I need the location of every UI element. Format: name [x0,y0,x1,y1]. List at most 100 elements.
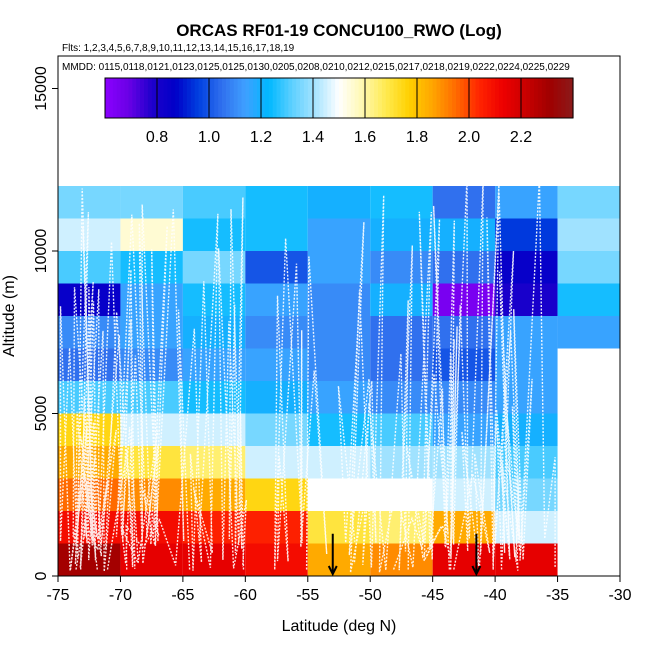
colorbar-tick-label: 2.0 [458,129,480,146]
heatmap-cell [307,251,371,284]
colorbar-swatch [405,78,410,118]
y-axis-label: Altitude (m) [1,275,18,357]
heatmap-cell [370,218,433,251]
flight-track [492,331,521,571]
x-axis-label: Latitude (deg N) [282,618,397,635]
colorbar-swatch [487,78,492,118]
heatmap-cell [370,186,433,219]
colorbar-swatch [479,78,484,118]
colorbar-swatch [183,78,188,118]
colorbar-swatch [296,78,301,118]
colorbar-swatch [132,78,137,118]
colorbar-swatch [167,78,172,118]
x-tick-label: -35 [546,587,569,604]
flight-track [348,195,433,573]
heatmap-cell [557,186,620,219]
colorbar-tick-label: 0.8 [146,129,168,146]
heatmap-cell [245,283,308,316]
colorbar-swatch [483,78,488,118]
flight-tracks [59,178,556,573]
colorbar-swatch [522,78,527,118]
flight-track [125,213,219,571]
colorbar-swatch [300,78,305,118]
colorbar-swatch [506,78,512,118]
colorbar-swatch [319,78,324,118]
heatmap-cell [182,251,246,284]
y-tick-label: 0 [33,571,50,580]
colorbar-swatch [440,78,445,118]
colorbar-swatch [303,78,309,118]
colorbar-swatch [463,78,469,118]
y-tick-label: 15000 [33,66,50,111]
y-tick-label: 10000 [33,229,50,274]
colorbar-swatch [553,78,558,118]
colorbar-swatch [498,78,504,118]
heatmap-cell [182,218,246,251]
heatmap-cell [370,316,433,349]
heatmap-cell [307,218,371,251]
heatmap-cell [120,348,183,381]
x-tick-label: -65 [171,587,194,604]
heatmap-cell [307,446,371,479]
colorbar-swatch [448,78,453,118]
colorbar-swatch [272,78,278,118]
colorbar-swatch [354,78,360,118]
flight-track [418,205,455,570]
colorbar-swatch [452,78,457,118]
heatmap-cell [432,543,496,576]
colorbar-swatch [366,78,371,118]
heatmap-cell [557,283,620,316]
heatmap-cell [245,251,308,284]
colorbar-swatch [292,78,297,118]
colorbar-swatch [526,78,531,118]
colorbar-swatch [569,78,574,118]
colorbar-tick-label: 2.2 [510,129,532,146]
flight-track [106,214,159,570]
colorbar-swatch [116,78,122,118]
colorbar-swatch [128,78,133,118]
x-tick-label: -60 [234,587,257,604]
colorbar-swatch [502,78,508,118]
colorbar-swatch [327,78,332,118]
colorbar-swatch [401,78,406,118]
mmdd-note: MMDD: 0115,0118,0121,0123,0125,0125,0130… [62,62,570,73]
colorbar-swatch [147,78,153,118]
colorbar-swatch [456,78,461,118]
colorbar-swatch [159,78,165,118]
x-tick-label: -75 [46,587,69,604]
colorbar-swatch [514,78,519,118]
heatmap-cell [557,218,620,251]
heatmap-cell [307,186,371,219]
heatmap-cell [58,186,121,219]
colorbar-swatch [389,78,395,118]
colorbar-swatch [393,78,399,118]
heatmap-cell [432,186,496,219]
plot-frame [57,55,621,577]
colorbar-swatch [385,78,391,118]
colorbar-swatch [225,78,231,118]
flight-track [59,188,117,572]
colorbar-swatch [374,78,379,118]
colorbar-swatch [171,78,176,118]
flight-track [75,226,139,570]
colorbar-swatch [467,78,473,118]
colorbar-swatch [218,78,223,118]
colorbar-swatch [561,78,566,118]
flight-track [405,178,491,570]
colorbar-swatch [565,78,570,118]
colorbar-tick-label: 1.2 [250,129,272,146]
colorbar-swatch [335,78,340,118]
colorbar-swatch [428,78,434,118]
colorbar-swatch [155,78,161,118]
colorbar-swatch [245,78,250,118]
colorbar-swatch [495,78,500,118]
heatmap-cell [245,446,308,479]
colorbar-swatch [420,78,426,118]
flight-track [337,222,413,573]
colorbar-swatch [237,78,243,118]
heatmap-cell [245,218,308,251]
colorbar-tick-label: 1.0 [198,129,220,146]
x-axis: -75 -70 -65 -60 -55 -50 -45 -40 -35 -30 [46,576,632,604]
heatmap-cell [245,186,308,219]
colorbar-frame [104,77,574,119]
